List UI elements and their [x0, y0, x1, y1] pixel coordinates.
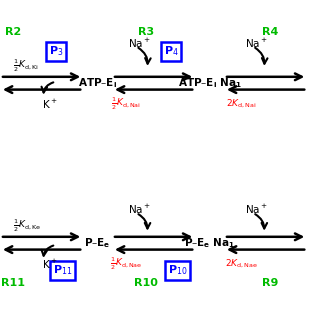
Text: R10: R10: [134, 278, 157, 288]
Text: K$^+$: K$^+$: [42, 98, 57, 110]
Text: P$_{11}$: P$_{11}$: [53, 263, 72, 277]
Text: $\frac{1}{2}K_\mathregular{d,Nai}$: $\frac{1}{2}K_\mathregular{d,Nai}$: [111, 96, 141, 112]
Text: P$_3$: P$_3$: [49, 44, 63, 58]
Text: R3: R3: [138, 27, 154, 37]
Text: R11: R11: [1, 278, 25, 288]
Text: $\frac{1}{2}K_\mathregular{d,Ki}$: $\frac{1}{2}K_\mathregular{d,Ki}$: [13, 57, 38, 74]
Text: R9: R9: [262, 278, 279, 288]
Text: R2: R2: [5, 27, 21, 37]
Text: Na$^+$: Na$^+$: [244, 203, 268, 216]
Text: ATP–E$_\mathregular{i}$ Na$_\mathregular{1}$: ATP–E$_\mathregular{i}$ Na$_\mathregular…: [178, 76, 242, 90]
Text: Na$^+$: Na$^+$: [128, 37, 151, 50]
Text: $2K_\mathregular{d,Nae}$: $2K_\mathregular{d,Nae}$: [225, 258, 258, 270]
Text: K$^+$: K$^+$: [42, 258, 57, 270]
Text: $2K_\mathregular{d,Nai}$: $2K_\mathregular{d,Nai}$: [226, 98, 257, 110]
Text: R4: R4: [262, 27, 279, 37]
Text: P$_4$: P$_4$: [164, 44, 179, 58]
Text: $\frac{1}{2}K_\mathregular{d,Ke}$: $\frac{1}{2}K_\mathregular{d,Ke}$: [13, 217, 41, 234]
Text: $\frac{1}{2}K_\mathregular{d,Nae}$: $\frac{1}{2}K_\mathregular{d,Nae}$: [110, 256, 143, 272]
Text: ATP–E$_\mathregular{i}$: ATP–E$_\mathregular{i}$: [78, 76, 117, 90]
Text: Na$^+$: Na$^+$: [244, 37, 268, 50]
Text: Na$^+$: Na$^+$: [128, 203, 151, 216]
Text: P–E$_\mathregular{e}$ Na$_\mathregular{1}$: P–E$_\mathregular{e}$ Na$_\mathregular{1…: [184, 236, 235, 250]
Text: P$_{10}$: P$_{10}$: [168, 263, 188, 277]
Text: P–E$_\mathregular{e}$: P–E$_\mathregular{e}$: [84, 236, 111, 250]
